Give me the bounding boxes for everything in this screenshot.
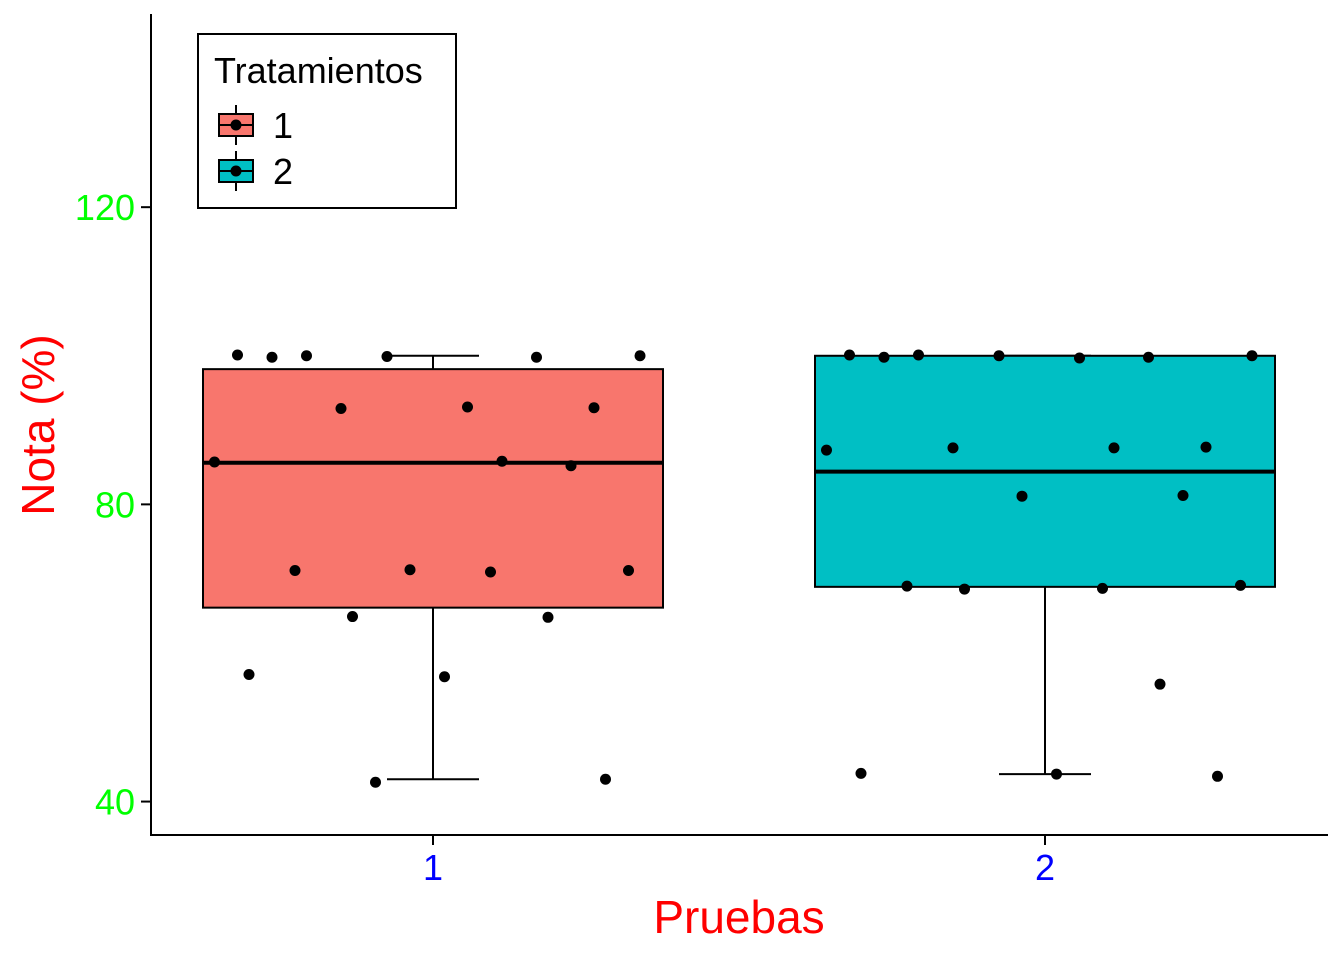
- data-point: [634, 350, 646, 362]
- data-point: [1246, 350, 1258, 362]
- box-series-1: [202, 368, 664, 609]
- legend: Tratamientos 12: [197, 33, 457, 209]
- y-tick-label: 80: [95, 484, 135, 525]
- data-point: [531, 351, 542, 363]
- data-point: [821, 444, 832, 456]
- data-point: [588, 402, 600, 414]
- data-point: [347, 611, 358, 623]
- data-point: [993, 350, 1005, 362]
- data-point: [1016, 490, 1028, 502]
- legend-entries: 12: [218, 105, 293, 192]
- data-point: [209, 456, 220, 468]
- data-point: [381, 351, 393, 363]
- data-point: [947, 442, 959, 454]
- data-point: [901, 580, 913, 592]
- data-point: [1051, 768, 1062, 780]
- legend-key-point: [230, 165, 242, 177]
- legend-label-2: 2: [273, 151, 293, 192]
- data-point: [1108, 442, 1120, 454]
- x-tick-label: 2: [1035, 847, 1055, 888]
- data-point: [1200, 441, 1212, 453]
- data-point: [1212, 770, 1223, 782]
- data-point: [232, 349, 243, 361]
- data-point: [370, 776, 381, 788]
- data-point: [301, 350, 312, 362]
- legend-title: Tratamientos: [214, 50, 423, 91]
- data-point: [542, 611, 554, 623]
- points-layer: [209, 349, 1258, 788]
- data-point: [623, 564, 634, 576]
- data-point: [1097, 582, 1108, 594]
- data-point: [404, 564, 416, 576]
- axes-layer: [150, 14, 1328, 836]
- data-point: [878, 351, 890, 363]
- data-point: [600, 773, 611, 785]
- data-point: [913, 349, 924, 361]
- legend-label-1: 1: [273, 105, 293, 146]
- data-point: [485, 566, 496, 578]
- data-point: [1143, 351, 1154, 363]
- data-point: [462, 401, 473, 413]
- data-point: [959, 583, 970, 595]
- data-point: [1235, 579, 1246, 591]
- data-point: [266, 351, 278, 363]
- data-point: [1177, 489, 1189, 501]
- y-axis-title: Nota (%): [12, 334, 64, 515]
- data-point: [439, 671, 450, 683]
- y-tick-label: 120: [75, 187, 135, 228]
- boxes-layer: [202, 354, 1276, 781]
- data-point: [496, 455, 508, 467]
- data-point: [565, 460, 577, 472]
- data-point: [335, 403, 347, 415]
- data-point: [243, 669, 255, 681]
- x-tick-label: 1: [423, 847, 443, 888]
- ticks-layer: 1 2 40 80 120: [75, 187, 1055, 888]
- data-point: [1074, 352, 1085, 364]
- data-point: [289, 564, 301, 576]
- data-point: [844, 349, 855, 361]
- legend-key-point: [230, 119, 242, 131]
- data-point: [1154, 678, 1166, 690]
- data-point: [855, 767, 867, 779]
- x-axis-title: Pruebas: [653, 891, 824, 943]
- y-tick-label: 40: [95, 782, 135, 823]
